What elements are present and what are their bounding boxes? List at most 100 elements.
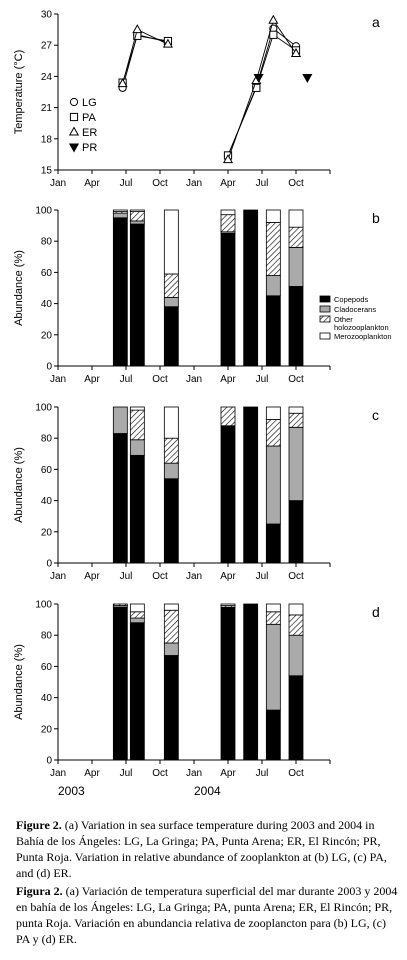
y-tick-label: 0	[46, 362, 52, 373]
y-tick-label: 40	[41, 693, 53, 704]
y-tick-label: 40	[41, 299, 53, 310]
panel-letter: b	[372, 210, 380, 226]
y-tick-label: 27	[41, 41, 53, 52]
y-tick-label: 15	[41, 166, 53, 177]
x-tick-label: Apr	[220, 768, 236, 779]
bar-segment-copepods	[288, 500, 304, 564]
legend-swatch-copepods	[319, 295, 331, 303]
bar-segment-mero	[163, 603, 179, 611]
legend-swatch-cladocerans	[319, 305, 331, 313]
legend-swatch-other	[319, 315, 331, 323]
x-tick-label: Apr	[220, 178, 236, 189]
x-tick-label: Apr	[220, 571, 236, 582]
marker-pa	[269, 30, 278, 39]
y-tick-label: 100	[35, 403, 52, 414]
bar-segment-copepods	[265, 295, 281, 367]
series-line-lg	[227, 27, 297, 156]
bar-segment-mero	[163, 406, 179, 439]
bar-segment-cladocerans	[163, 296, 179, 308]
bar-segment-mero	[129, 209, 145, 212]
x-tick-label: Jan	[50, 178, 66, 189]
x-tick-label: Jul	[256, 374, 269, 385]
y-tick-label: 60	[41, 465, 53, 476]
marker-pa	[69, 112, 79, 122]
y-tick-label: 30	[41, 10, 53, 21]
marker-er	[162, 38, 173, 48]
legend-label: Cladocerans	[334, 305, 376, 314]
marker-er	[290, 47, 302, 58]
bar-segment-mero	[129, 603, 145, 613]
y-tick-label: 100	[35, 206, 52, 217]
marker-er	[132, 24, 143, 34]
bar-segment-mero	[163, 209, 179, 275]
y-tick-label: 21	[41, 103, 53, 114]
bar-segment-copepods	[265, 523, 281, 564]
legend-label-line: Cladocerans	[334, 305, 376, 314]
bar-segment-copepods	[129, 223, 145, 367]
marker-lg	[69, 97, 79, 107]
y-axis-label: Abundance (%)	[13, 447, 25, 523]
bar-segment-cladocerans	[288, 247, 304, 287]
bar-segment-cladocerans	[265, 623, 281, 711]
panel-letter: d	[372, 604, 380, 620]
legend-label: PR	[82, 142, 97, 154]
legend-label: Copepods	[334, 295, 368, 304]
bar-segment-other	[220, 406, 236, 427]
marker-er	[222, 154, 234, 164]
legend-swatch-mero	[319, 332, 331, 340]
panel-d: 0 20 40 60 80 100 Jan Apr Jul Oct Jan Apr Jul Oct Abun…	[13, 600, 380, 780]
bar-segment-other	[163, 609, 179, 644]
legend-label-line: Copepods	[334, 295, 368, 304]
y-tick-label: 20	[41, 330, 53, 341]
y-tick-label: 18	[41, 134, 53, 145]
panel-letter: a	[372, 14, 380, 30]
x-tick-label: Jan	[50, 374, 66, 385]
series-line-er	[122, 28, 169, 84]
caption-spanish-text: (a) Variación de temperatura superficial…	[16, 884, 398, 946]
legend-label: LG	[82, 97, 97, 109]
y-axis-label: Temperature (°C)	[13, 50, 25, 134]
bar-segment-mero	[220, 209, 236, 216]
bar-segment-mero	[288, 603, 304, 616]
x-tick-label: Apr	[84, 571, 100, 582]
x-tick-label: Apr	[220, 374, 236, 385]
bar-segment-copepods	[129, 454, 145, 564]
caption-english: Figure 2. (a) Variation in sea surface t…	[16, 817, 400, 881]
x-tick-label: Oct	[288, 768, 304, 779]
marker-er	[68, 126, 80, 136]
y-tick-label: 100	[35, 600, 52, 611]
bar-segment-copepods	[288, 675, 304, 761]
bar-segment-other	[163, 437, 179, 464]
bar-segment-other	[129, 409, 145, 441]
bar-segment-other	[288, 226, 304, 248]
year-label-2003: 2003	[58, 784, 85, 798]
bar-segment-cladocerans	[129, 439, 145, 456]
bar-segment-other	[288, 614, 304, 636]
x-tick-label: Jan	[50, 571, 66, 582]
bar-segment-copepods	[129, 622, 145, 761]
x-tick-label: Jul	[256, 571, 269, 582]
bar-segment-cladocerans	[265, 275, 281, 297]
bar-segment-copepods	[243, 406, 259, 564]
bar-segment-cladocerans	[112, 406, 128, 434]
legend-label-line: holozooplankton	[334, 323, 389, 332]
x-tick-label: Jan	[186, 374, 202, 385]
caption-spanish-label: Figura 2.	[16, 884, 63, 898]
bar-segment-cladocerans	[163, 642, 179, 656]
bar-segment-mero	[220, 603, 236, 606]
panel-b: 0 20 40 60 80 100 Jan Apr Jul Oct Jan Apr Jul Oct Abun…	[13, 206, 392, 386]
y-axis-label: Abundance (%)	[13, 250, 25, 326]
series-line-er	[227, 19, 297, 160]
bar-segment-other	[288, 412, 304, 428]
x-tick-label: Jul	[120, 374, 133, 385]
x-tick-label: Jan	[186, 768, 202, 779]
x-tick-label: Oct	[288, 374, 304, 385]
legend-label: Other holozooplankton	[334, 315, 389, 332]
legend-label: PA	[82, 112, 97, 124]
bar-segment-copepods	[112, 433, 128, 564]
y-tick-label: 20	[41, 724, 53, 735]
y-axis-label: Abundance (%)	[13, 644, 25, 720]
x-tick-label: Oct	[152, 571, 168, 582]
caption-spanish: Figura 2. (a) Variación de temperatura s…	[16, 883, 400, 947]
x-tick-label: Apr	[84, 374, 100, 385]
